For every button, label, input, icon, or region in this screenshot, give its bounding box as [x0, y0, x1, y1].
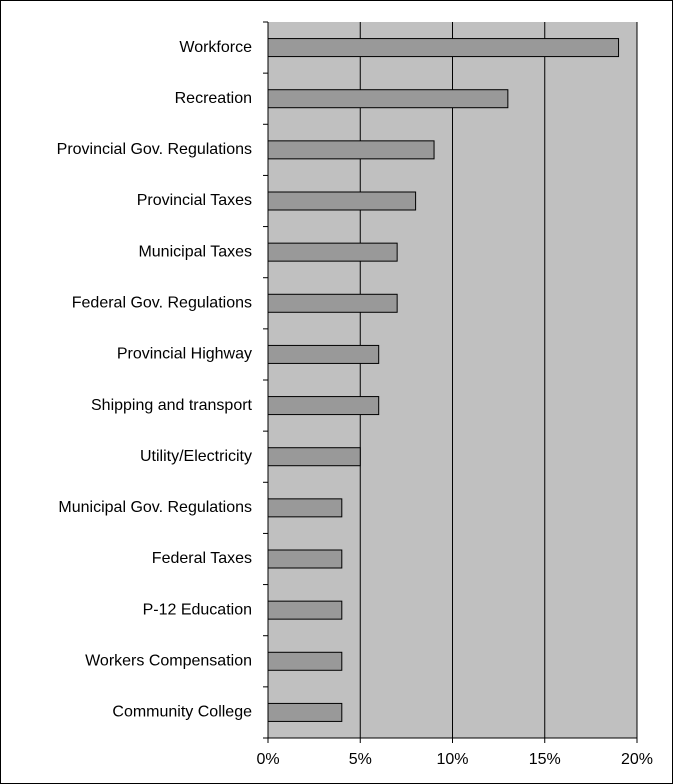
y-tick-label: Federal Taxes [152, 550, 252, 567]
bar [267, 498, 343, 518]
bar [267, 191, 417, 211]
bar [267, 38, 620, 58]
y-tick-label: Shipping and transport [91, 397, 253, 414]
y-tick-label: Community College [112, 704, 252, 721]
bar [267, 344, 380, 364]
bar [267, 242, 398, 262]
y-tick-label: Recreation [175, 90, 252, 107]
y-tick-label: Provincial Highway [117, 346, 252, 363]
y-tick-label: Municipal Gov. Regulations [58, 499, 252, 516]
bar [267, 396, 380, 416]
y-tick-label: Municipal Taxes [138, 243, 252, 260]
bar [267, 447, 361, 467]
bar [267, 549, 343, 569]
x-tick-label: 15% [529, 751, 561, 768]
bar [267, 600, 343, 620]
x-tick-label: 20% [621, 751, 653, 768]
y-tick-label: Provincial Taxes [137, 192, 252, 209]
y-tick-label: Workers Compensation [85, 653, 252, 670]
y-tick-label: Provincial Gov. Regulations [57, 141, 252, 158]
x-tick-label: 10% [436, 751, 468, 768]
x-tick-label: 5% [349, 751, 372, 768]
y-tick-label: P-12 Education [143, 601, 252, 618]
y-tick-label: Federal Gov. Regulations [72, 295, 252, 312]
bar [267, 702, 343, 722]
bar [267, 89, 509, 109]
bar [267, 651, 343, 671]
bar [267, 293, 398, 313]
y-tick-label: Workforce [179, 39, 252, 56]
y-tick-label: Utility/Electricity [140, 448, 252, 465]
bar [267, 140, 435, 160]
x-tick-label: 0% [256, 751, 279, 768]
